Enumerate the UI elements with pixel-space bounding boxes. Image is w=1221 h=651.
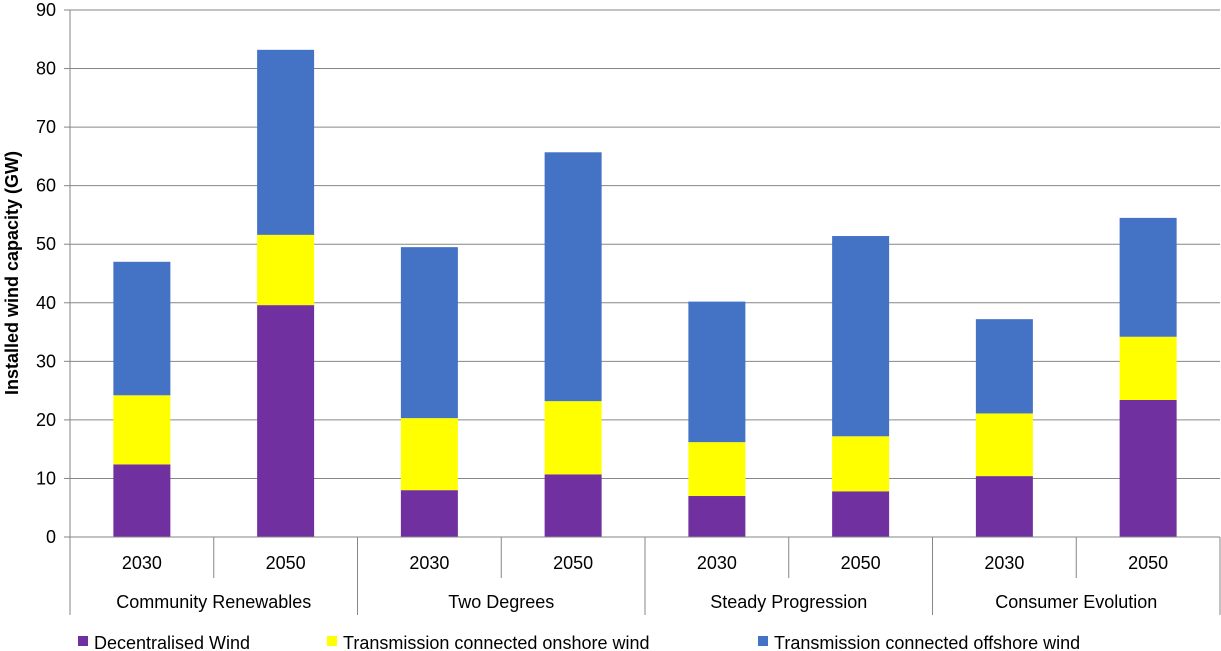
y-tick-label: 60	[36, 176, 56, 196]
bar-segment-decentralised-wind	[544, 474, 602, 537]
bar-segment-transmission-connected-onshore-wind	[975, 413, 1033, 477]
x-category-label: 2030	[697, 553, 737, 573]
y-tick-label: 0	[46, 527, 56, 547]
bar-segment-decentralised-wind	[832, 491, 890, 537]
bar-segment-transmission-connected-offshore-wind	[832, 236, 890, 437]
x-category-label: 2030	[409, 553, 449, 573]
x-group-label: Steady Progression	[710, 592, 867, 612]
bar-segment-transmission-connected-offshore-wind	[257, 49, 315, 235]
bar-segment-transmission-connected-offshore-wind	[113, 261, 171, 396]
x-category-label: 2050	[1128, 553, 1168, 573]
y-tick-label: 70	[36, 117, 56, 137]
bar-segment-decentralised-wind	[1119, 399, 1177, 537]
y-tick-label: 80	[36, 59, 56, 79]
bars	[113, 49, 1177, 537]
bar-segment-transmission-connected-onshore-wind	[688, 442, 746, 497]
legend-label: Decentralised Wind	[94, 633, 250, 651]
bar-segment-decentralised-wind	[400, 490, 458, 537]
bar-segment-transmission-connected-onshore-wind	[400, 418, 458, 491]
bar-segment-decentralised-wind	[688, 496, 746, 537]
gridlines	[70, 9, 1220, 479]
bar-segment-transmission-connected-onshore-wind	[113, 395, 171, 465]
x-category-label: 2050	[553, 553, 593, 573]
legend-label: Transmission connected offshore wind	[774, 633, 1080, 651]
x-category-label: 2030	[984, 553, 1024, 573]
x-axis-categories: 2030 2050 2030 2050 2030 2050 2030 2050 Communit…	[116, 553, 1168, 612]
legend: Decentralised Wind Transmission connected…	[78, 633, 1080, 651]
bar-segment-transmission-connected-onshore-wind	[257, 234, 315, 306]
y-tick-label: 20	[36, 410, 56, 430]
x-group-label: Community Renewables	[116, 592, 311, 612]
y-axis-ticks: 0 10 20 30 40 50 60 70 80 90	[36, 0, 70, 547]
bar-segment-transmission-connected-offshore-wind	[400, 247, 458, 419]
y-tick-label: 50	[36, 234, 56, 254]
legend-swatch	[758, 636, 768, 646]
bar-segment-transmission-connected-offshore-wind	[688, 301, 746, 443]
bar-segment-transmission-connected-onshore-wind	[544, 401, 602, 475]
x-category-label: 2050	[841, 553, 881, 573]
bar-segment-transmission-connected-offshore-wind	[544, 152, 602, 402]
axes	[64, 10, 1221, 615]
legend-label: Transmission connected onshore wind	[343, 633, 650, 651]
x-group-label: Consumer Evolution	[995, 592, 1157, 612]
y-axis-label: Installed wind capacity (GW)	[2, 151, 22, 395]
bar-segment-transmission-connected-offshore-wind	[1119, 217, 1177, 337]
bar-segment-transmission-connected-offshore-wind	[975, 319, 1033, 414]
bar-segment-transmission-connected-onshore-wind	[1119, 336, 1177, 400]
x-category-label: 2050	[266, 553, 306, 573]
y-tick-label: 30	[36, 351, 56, 371]
y-tick-label: 10	[36, 468, 56, 488]
bar-segment-decentralised-wind	[975, 476, 1033, 537]
x-category-label: 2030	[122, 553, 162, 573]
bar-segment-decentralised-wind	[257, 305, 315, 537]
y-tick-label: 40	[36, 293, 56, 313]
legend-swatch	[327, 636, 337, 646]
y-tick-label: 90	[36, 0, 56, 20]
bar-segment-decentralised-wind	[113, 464, 171, 537]
legend-swatch	[78, 636, 88, 646]
bar-segment-transmission-connected-onshore-wind	[832, 436, 890, 492]
x-group-label: Two Degrees	[448, 592, 554, 612]
